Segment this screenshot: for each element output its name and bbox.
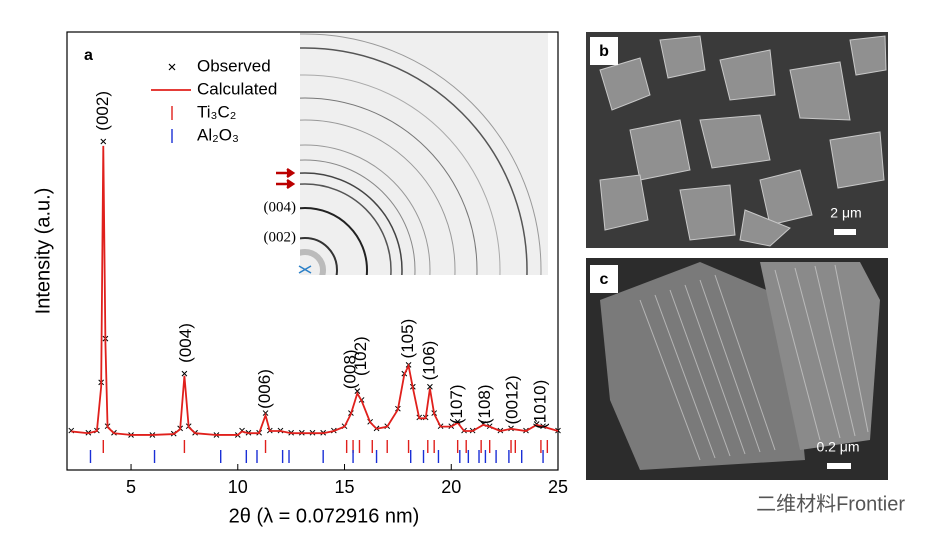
sem-layers — [639, 264, 869, 461]
inset-background — [300, 32, 548, 275]
legend-label: Ti₃C₂ — [197, 102, 236, 121]
sem-panel-c: c 0.2 μm — [586, 258, 888, 480]
panel-label: a — [84, 47, 93, 64]
scale-bar-label: 2 μm — [830, 205, 861, 221]
peak-label: (002) — [93, 91, 112, 131]
x-tick-label: 20 — [441, 477, 461, 497]
arrows — [276, 167, 296, 190]
inset-label: (002) — [264, 229, 297, 245]
panel-label-box — [590, 37, 618, 65]
peak-label: (1010) — [530, 380, 549, 429]
x-axis-label: 2θ (λ = 0.072916 nm) — [229, 505, 420, 527]
peak-label: (004) — [176, 323, 195, 363]
observed-point — [100, 138, 107, 145]
sem-texture — [600, 262, 805, 470]
observed-point — [181, 370, 188, 377]
peak-label: (108) — [475, 384, 494, 424]
peak-label: (105) — [398, 319, 417, 359]
beam-center-mark — [298, 265, 312, 274]
inset-diffraction: (004) (002) — [264, 32, 548, 275]
legend-label: Al₂O₃ — [197, 125, 239, 144]
sem-texture — [599, 35, 887, 247]
sem-panel-b: b 2 μm — [586, 32, 888, 248]
sem-texture — [760, 262, 880, 450]
legend-label: Observed — [197, 56, 271, 75]
scale-bar — [827, 463, 851, 469]
peak-label: (107) — [447, 384, 466, 424]
watermark: 二维材料Frontier — [756, 492, 905, 515]
calculated-line — [71, 145, 559, 436]
observed-point — [354, 388, 361, 395]
panel-label-box — [590, 265, 618, 293]
plot-frame — [66, 31, 559, 471]
scale-bar-label: 0.2 μm — [816, 439, 859, 455]
x-tick-label: 25 — [548, 477, 568, 497]
legend-label: Calculated — [197, 79, 277, 98]
x-tick-label: 15 — [335, 477, 355, 497]
inset-label: (004) — [264, 199, 297, 215]
observed-point — [427, 383, 433, 390]
y-axis-label: Intensity (a.u.) — [32, 188, 54, 315]
x-tick-label: 5 — [126, 477, 136, 497]
peak-label: (0012) — [503, 375, 522, 424]
peak-label: (106) — [419, 341, 438, 381]
legend-swatch — [168, 63, 176, 71]
peak-label: (102) — [351, 336, 370, 376]
diffraction-rings — [300, 33, 542, 275]
panel-label: c — [600, 271, 609, 288]
scale-bar — [834, 229, 856, 235]
panel-label: b — [599, 43, 609, 60]
peak-label: (008) — [340, 349, 359, 389]
peak-label: (006) — [255, 369, 274, 409]
x-tick-label: 10 — [228, 477, 248, 497]
